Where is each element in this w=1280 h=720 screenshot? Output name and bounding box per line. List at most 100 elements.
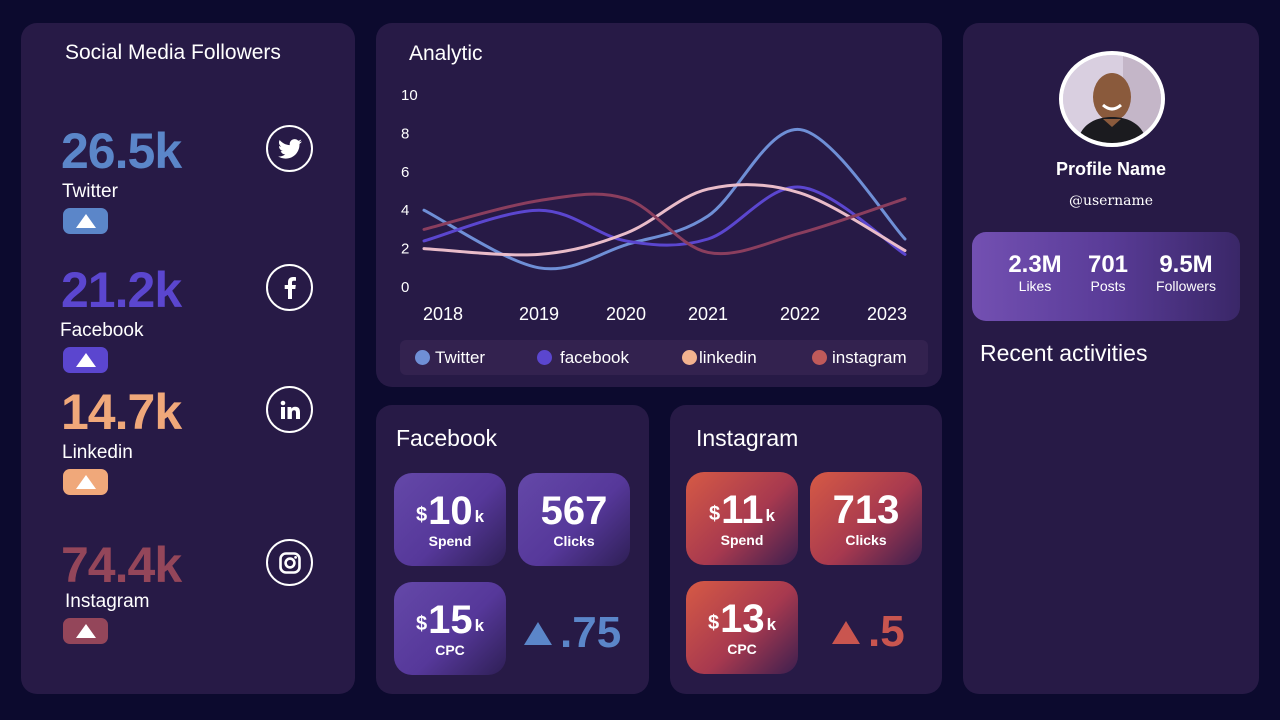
currency-symbol: $ bbox=[415, 612, 428, 635]
series-line-twitter[interactable] bbox=[422, 128, 907, 271]
spend-tile[interactable]: $ 10 k Spend bbox=[394, 473, 506, 566]
x-tick-label: 2020 bbox=[606, 304, 646, 324]
unit-label: k bbox=[474, 615, 485, 635]
follower-label: Twitter bbox=[62, 181, 118, 202]
spend-label: Spend bbox=[428, 532, 472, 549]
facebook-title: Facebook bbox=[396, 425, 498, 451]
delta-value: .75 bbox=[560, 608, 622, 657]
analytic-chart: 0 2 4 6 8 10 2018 2019 2020 2021 2022 2023 bbox=[401, 87, 907, 324]
arrow-up-icon bbox=[524, 621, 552, 645]
stat-label: Posts bbox=[1090, 278, 1126, 295]
clicks-label: Clicks bbox=[845, 531, 887, 548]
delta-value: .5 bbox=[868, 607, 905, 656]
unit-label: k bbox=[766, 614, 777, 634]
unit-label: k bbox=[765, 505, 775, 525]
legend-label: linkedin bbox=[699, 347, 757, 367]
unit-label: k bbox=[474, 506, 485, 526]
twitter-icon[interactable] bbox=[266, 125, 313, 172]
y-tick-label: 0 bbox=[401, 279, 409, 296]
spend-value: 10 bbox=[428, 488, 473, 533]
x-tick-label: 2022 bbox=[780, 304, 820, 324]
cpc-value: 15 bbox=[428, 597, 473, 642]
stat-value: 9.5M bbox=[1159, 251, 1213, 278]
follower-value: 21.2k bbox=[61, 262, 182, 318]
stat-value: 2.3M bbox=[1008, 251, 1062, 278]
series-line-facebook[interactable] bbox=[422, 185, 907, 256]
y-tick-label: 4 bbox=[401, 202, 409, 219]
facebook-panel: Facebook $ 10 k Spend 567 Clicks $ 15 k … bbox=[376, 405, 649, 694]
instagram-followers: 74.4k Instagram bbox=[21, 536, 355, 666]
legend-dot-icon bbox=[415, 350, 430, 365]
y-tick-label: 2 bbox=[401, 241, 409, 258]
legend-dot-icon bbox=[537, 350, 552, 365]
currency-symbol: $ bbox=[415, 503, 428, 526]
follower-label: Instagram bbox=[65, 591, 150, 612]
spend-value: 11 bbox=[721, 487, 764, 532]
instagram-delta: .5 bbox=[832, 607, 905, 657]
linkedin-icon[interactable] bbox=[266, 386, 313, 433]
legend-item-facebook[interactable]: facebook bbox=[537, 340, 629, 375]
chart-legend: Twitter facebook linkedin instagram bbox=[400, 340, 928, 375]
cpc-value: 13 bbox=[720, 596, 765, 641]
legend-item-twitter[interactable]: Twitter bbox=[415, 340, 485, 375]
clicks-tile[interactable]: 713 Clicks bbox=[810, 472, 922, 565]
facebook-icon[interactable] bbox=[266, 264, 313, 311]
series-line-linkedin[interactable] bbox=[422, 183, 907, 257]
trend-up-badge bbox=[63, 469, 108, 495]
analytic-title: Analytic bbox=[409, 42, 483, 65]
x-tick-label: 2018 bbox=[423, 304, 463, 324]
profile-username: @username bbox=[1068, 193, 1154, 209]
x-tick-label: 2019 bbox=[519, 304, 559, 324]
series-line-instagram[interactable] bbox=[422, 192, 907, 256]
cpc-tile[interactable]: $ 15 k CPC bbox=[394, 582, 506, 675]
analytic-panel: 0 2 4 6 8 10 2018 2019 2020 2021 2022 2023 Analytic… bbox=[376, 23, 942, 387]
followers-panel: Social Media Followers 26.5k Twitter 21.… bbox=[21, 23, 355, 694]
stat-posts: 701 Posts bbox=[1082, 251, 1134, 295]
legend-item-instagram[interactable]: instagram bbox=[812, 340, 907, 375]
clicks-label: Clicks bbox=[553, 532, 595, 549]
x-tick-label: 2021 bbox=[688, 304, 728, 324]
follower-label: Linkedin bbox=[62, 442, 133, 463]
stat-likes: 2.3M Likes bbox=[1001, 251, 1069, 295]
avatar[interactable] bbox=[1059, 51, 1165, 147]
clicks-tile[interactable]: 567 Clicks bbox=[518, 473, 630, 566]
instagram-title: Instagram bbox=[696, 425, 799, 451]
stat-label: Followers bbox=[1156, 278, 1216, 295]
spend-tile[interactable]: $ 11 k Spend bbox=[686, 472, 798, 565]
instagram-panel: Instagram $ 11 k Spend 713 Clicks $ 13 k… bbox=[670, 405, 942, 694]
follower-value: 26.5k bbox=[61, 123, 182, 179]
legend-dot-icon bbox=[682, 350, 697, 365]
clicks-value: 713 bbox=[832, 487, 900, 532]
followers-title: Social Media Followers bbox=[65, 41, 281, 64]
cpc-label: CPC bbox=[435, 641, 465, 658]
trend-up-badge bbox=[63, 347, 108, 373]
follower-label: Facebook bbox=[60, 320, 144, 341]
facebook-delta: .75 bbox=[524, 608, 621, 658]
stat-value: 701 bbox=[1087, 251, 1129, 278]
stat-label: Likes bbox=[1018, 278, 1052, 295]
legend-item-linkedin[interactable]: linkedin bbox=[682, 340, 757, 375]
legend-label: Twitter bbox=[435, 347, 486, 367]
stat-followers: 9.5M Followers bbox=[1148, 251, 1224, 295]
trend-up-badge bbox=[63, 208, 108, 234]
arrow-up-icon bbox=[832, 620, 860, 644]
spend-label: Spend bbox=[720, 531, 764, 548]
x-tick-label: 2023 bbox=[867, 304, 907, 324]
facebook-followers: 21.2k Facebook bbox=[21, 261, 355, 391]
cpc-label: CPC bbox=[727, 640, 757, 657]
y-tick-label: 8 bbox=[401, 125, 409, 142]
legend-label: instagram bbox=[832, 347, 907, 367]
follower-value: 14.7k bbox=[61, 384, 182, 440]
recent-activities-title: Recent activities bbox=[980, 340, 1148, 366]
profile-panel: Profile Name @username 2.3M Likes 701 Po… bbox=[963, 23, 1259, 694]
person-avatar-icon bbox=[1063, 55, 1161, 143]
linkedin-followers: 14.7k Linkedin bbox=[21, 383, 355, 513]
clicks-value: 567 bbox=[540, 488, 608, 533]
cpc-tile[interactable]: $ 13 k CPC bbox=[686, 581, 798, 674]
legend-label: facebook bbox=[560, 347, 629, 367]
follower-value: 74.4k bbox=[61, 537, 182, 593]
currency-symbol: $ bbox=[707, 611, 720, 634]
instagram-icon[interactable] bbox=[266, 539, 313, 586]
profile-name: Profile Name bbox=[1055, 159, 1167, 179]
legend-dot-icon bbox=[812, 350, 827, 365]
